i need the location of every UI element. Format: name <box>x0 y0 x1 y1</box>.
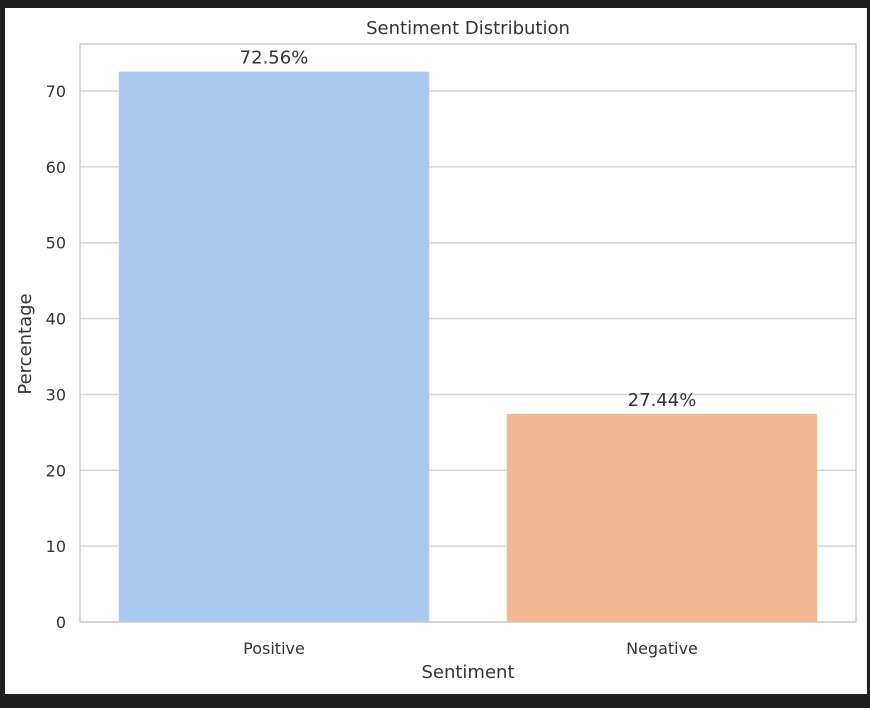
y-tick-label: 60 <box>46 158 66 177</box>
x-axis-label: Sentiment <box>421 662 514 683</box>
bars <box>118 71 818 623</box>
chart-figure: 0 10 20 30 40 50 60 70 Positive Negative 72.56% 2… <box>5 8 867 694</box>
y-tick-label: 10 <box>46 537 66 556</box>
y-tick-label: 50 <box>46 234 66 253</box>
data-label: 72.56% <box>240 48 309 69</box>
y-tick-label: 40 <box>46 310 66 329</box>
bar-negative <box>506 413 818 622</box>
y-tick-label: 0 <box>56 613 66 632</box>
chart-title: Sentiment Distribution <box>366 18 570 39</box>
y-tick-labels: 0 10 20 30 40 50 60 70 <box>46 82 66 632</box>
y-tick-label: 30 <box>46 385 66 404</box>
x-tick-label: Negative <box>626 639 698 658</box>
x-tick-label: Positive <box>243 639 305 658</box>
x-tick-labels: Positive Negative <box>243 639 698 658</box>
axes-frame <box>79 43 857 623</box>
data-labels: 72.56% 27.44% <box>240 48 697 411</box>
y-axis-label: Percentage <box>15 293 36 394</box>
bar-chart: 0 10 20 30 40 50 60 70 Positive Negative 72.56% 2… <box>15 18 857 683</box>
y-tick-label: 20 <box>46 461 66 480</box>
bar-positive <box>118 71 430 623</box>
y-tick-label: 70 <box>46 82 66 101</box>
data-label: 27.44% <box>628 390 697 411</box>
